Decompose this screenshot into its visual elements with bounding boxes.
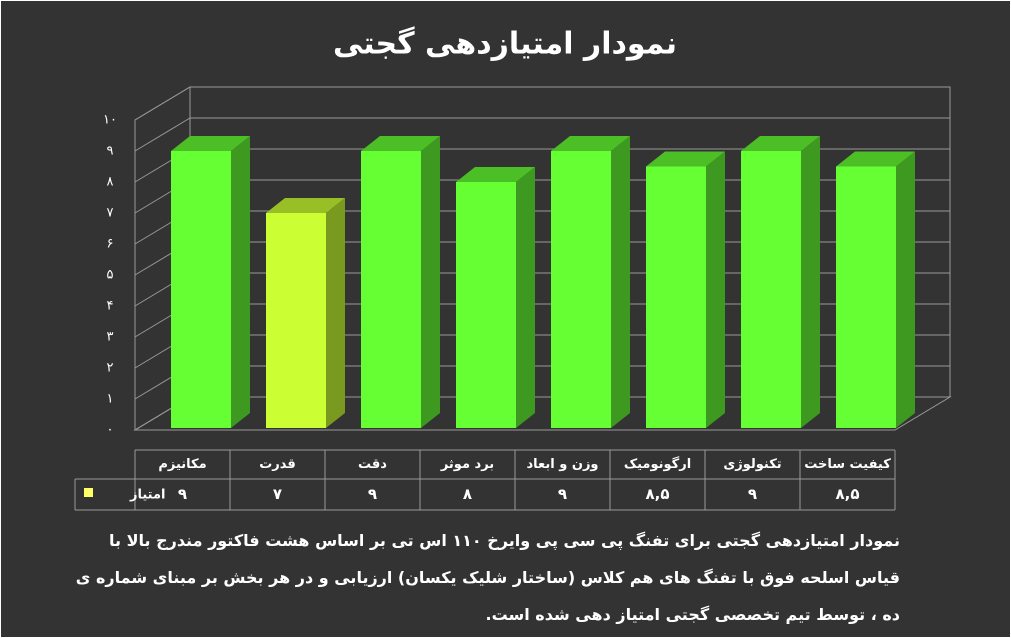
y-tick-label: ۱۰ bbox=[103, 113, 117, 128]
value-label: ۸,۵ bbox=[645, 485, 669, 503]
x-tick-label: وزن و ابعاد bbox=[526, 457, 598, 472]
value-label: ۸,۵ bbox=[835, 485, 859, 503]
bar-top bbox=[551, 136, 630, 151]
x-tick-label: تکنولوژی bbox=[723, 457, 781, 472]
bar-front bbox=[266, 213, 326, 428]
bar-side bbox=[896, 151, 915, 428]
y-tick-label: ۰ bbox=[107, 423, 114, 438]
bar-front bbox=[836, 166, 896, 428]
x-tick-label: قدرت bbox=[259, 457, 296, 472]
bar-top bbox=[361, 136, 440, 151]
y-tick-label: ۷ bbox=[107, 206, 114, 221]
y-tick-label: ۵ bbox=[107, 268, 114, 283]
grid-line-side bbox=[134, 86, 191, 121]
bar bbox=[551, 136, 630, 428]
bar-top bbox=[456, 167, 535, 182]
bar-top bbox=[266, 198, 345, 213]
bar bbox=[456, 167, 535, 428]
bar bbox=[361, 136, 440, 428]
x-tick-label: کیفیت ساخت bbox=[804, 457, 891, 472]
x-tick-label: برد موثر bbox=[440, 457, 494, 472]
y-tick-label: ۱ bbox=[107, 392, 114, 407]
bar-side bbox=[421, 136, 440, 428]
y-tick-label: ۸ bbox=[107, 175, 114, 190]
value-label: ۸ bbox=[463, 485, 472, 503]
bar-front bbox=[361, 151, 421, 428]
x-tick-label: دقت bbox=[358, 457, 387, 472]
bar-side bbox=[516, 167, 535, 428]
value-label: ۹ bbox=[368, 485, 377, 503]
bar-side bbox=[611, 136, 630, 428]
value-label: ۹ bbox=[748, 485, 757, 503]
legend-label: امتیاز bbox=[129, 488, 165, 503]
bar-top bbox=[171, 136, 250, 151]
y-tick-label: ۳ bbox=[107, 330, 114, 345]
legend-key bbox=[84, 488, 93, 497]
x-tick-label: مکانیزم bbox=[158, 457, 206, 472]
bar bbox=[266, 198, 345, 428]
value-label: ۷ bbox=[273, 485, 282, 503]
chart-title: نمودار امتیازدهی گجتی bbox=[333, 26, 677, 62]
bar-front bbox=[171, 151, 231, 428]
bar bbox=[171, 136, 250, 428]
bar-top bbox=[836, 151, 915, 167]
bar-front bbox=[741, 151, 801, 428]
value-label: ۹ bbox=[558, 485, 567, 503]
bar-side bbox=[801, 136, 820, 428]
x-tick-label: ارگونومیک bbox=[624, 456, 691, 472]
bar-side bbox=[706, 151, 725, 428]
bar-top bbox=[646, 151, 725, 167]
value-label: ۹ bbox=[178, 485, 187, 503]
y-tick-label: ۲ bbox=[107, 361, 114, 376]
bar bbox=[646, 151, 725, 428]
bar-top bbox=[741, 136, 820, 151]
note: نمودار امتیازدهی گجتی برای تفنگ پی سی پی… bbox=[75, 531, 900, 624]
y-tick-label: ۶ bbox=[107, 237, 114, 252]
bar-front bbox=[551, 151, 611, 428]
y-tick-label: ۹ bbox=[107, 144, 114, 159]
bar-side bbox=[326, 198, 345, 428]
grid-line-side bbox=[134, 117, 191, 152]
bar-front bbox=[456, 182, 516, 428]
bar bbox=[741, 136, 820, 428]
y-tick-label: ۴ bbox=[107, 299, 114, 314]
bar-front bbox=[646, 166, 706, 428]
bar bbox=[836, 151, 915, 428]
bar-side bbox=[231, 136, 250, 428]
